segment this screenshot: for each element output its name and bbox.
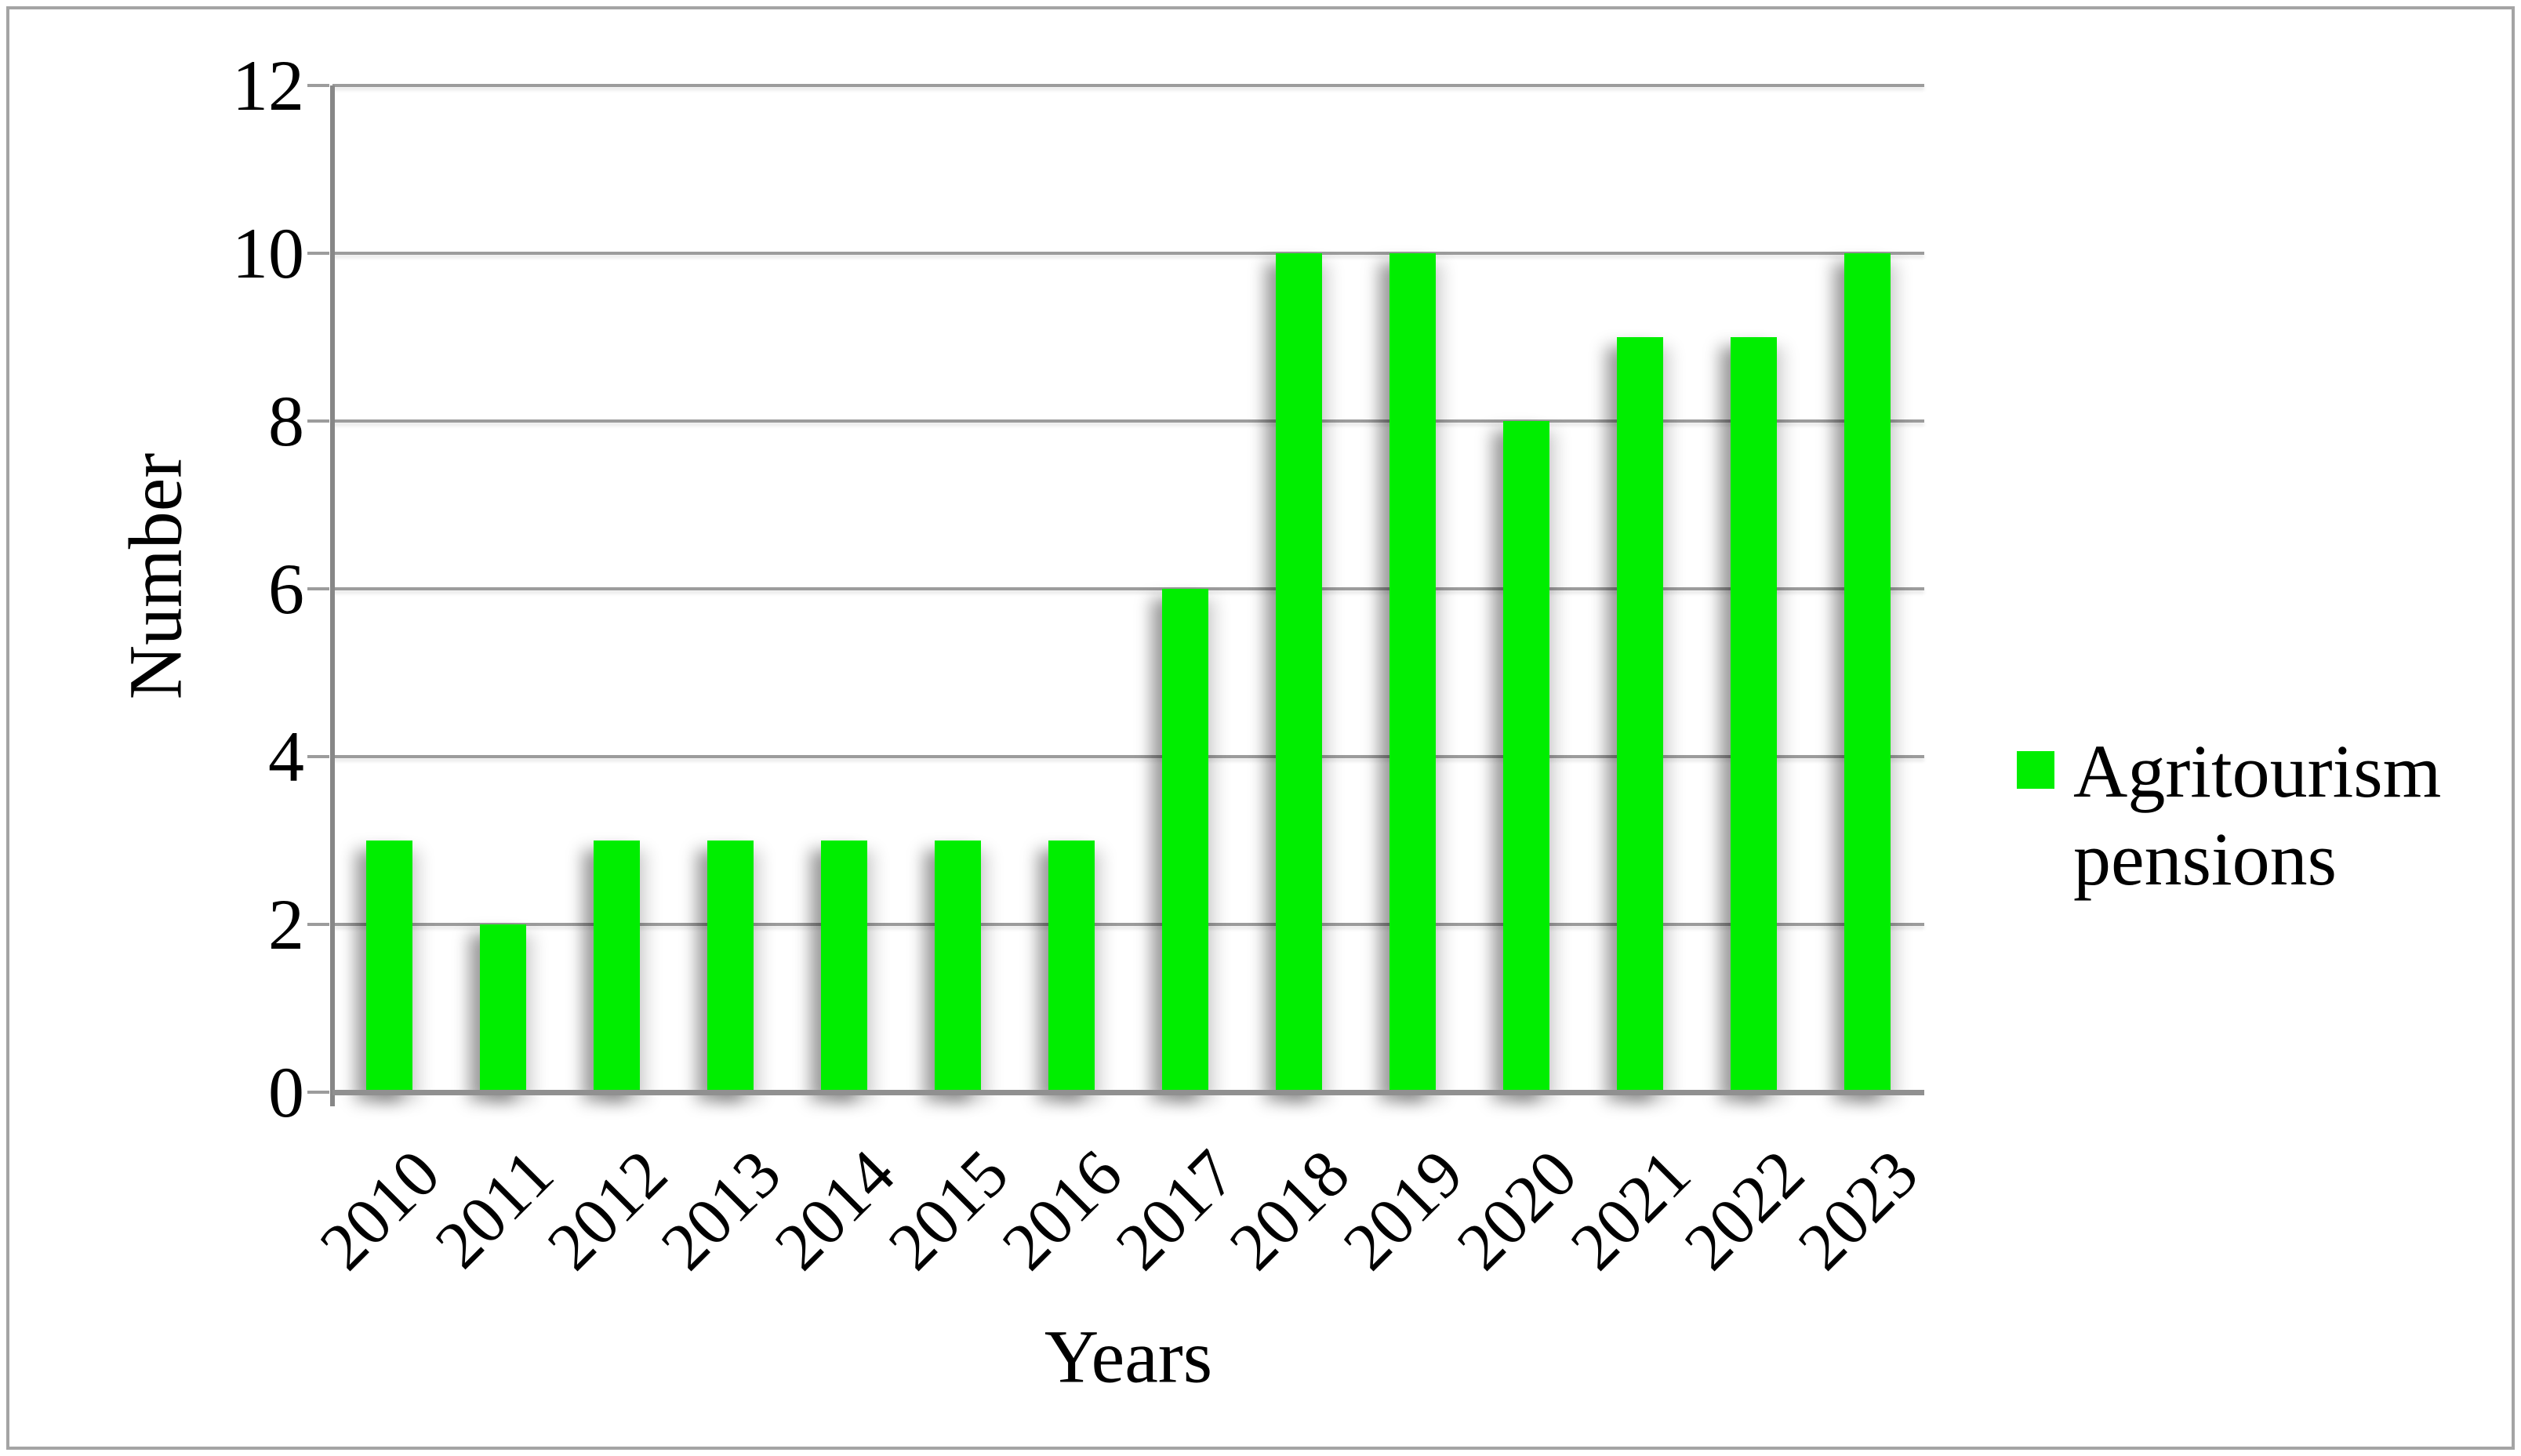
bar-2018 xyxy=(1276,253,1322,1092)
y-tick-mark-10 xyxy=(307,252,329,255)
y-tick-label-6: 6 xyxy=(268,549,304,629)
bar-2013 xyxy=(707,841,754,1092)
chart-border xyxy=(6,6,2515,1450)
y-tick-label-4: 4 xyxy=(268,717,304,797)
gridline-y4 xyxy=(332,755,1924,758)
gridline-y12 xyxy=(332,84,1924,87)
y-tick-label-12: 12 xyxy=(232,45,304,125)
x-axis-title: Years xyxy=(1044,1314,1213,1399)
bar-2021 xyxy=(1617,337,1663,1092)
y-tick-mark-0 xyxy=(307,1091,329,1094)
bar-2016 xyxy=(1048,841,1095,1092)
y-tick-mark-2 xyxy=(307,923,329,926)
legend: Agritourism pensions xyxy=(2017,728,2487,903)
x-axis-line xyxy=(332,1090,1924,1095)
gridline-y10 xyxy=(332,252,1924,255)
y-tick-label-10: 10 xyxy=(232,213,304,293)
bar-2022 xyxy=(1731,337,1777,1092)
y-tick-mark-6 xyxy=(307,587,329,590)
bar-2014 xyxy=(821,841,867,1092)
y-tick-label-8: 8 xyxy=(268,381,304,461)
y-tick-mark-4 xyxy=(307,755,329,758)
y-axis-title: Number xyxy=(113,452,198,700)
bar-2011 xyxy=(480,924,526,1092)
bar-2010 xyxy=(366,841,412,1092)
y-axis-line xyxy=(330,85,335,1106)
legend-swatch xyxy=(2017,751,2054,789)
gridline-y2 xyxy=(332,923,1924,926)
plot-area xyxy=(307,84,1924,1106)
bar-2015 xyxy=(935,841,981,1092)
y-tick-label-0: 0 xyxy=(268,1052,304,1132)
bar-2017 xyxy=(1162,589,1208,1092)
bar-2019 xyxy=(1389,253,1436,1092)
bar-2023 xyxy=(1844,253,1891,1092)
y-tick-label-2: 2 xyxy=(268,884,304,964)
legend-label: Agritourism pensions xyxy=(2073,729,2442,901)
bar-2012 xyxy=(594,841,640,1092)
gridline-y8 xyxy=(332,419,1924,423)
gridline-y6 xyxy=(332,587,1924,590)
bar-2020 xyxy=(1503,421,1549,1092)
y-tick-mark-8 xyxy=(307,419,329,423)
y-tick-mark-12 xyxy=(307,84,329,87)
